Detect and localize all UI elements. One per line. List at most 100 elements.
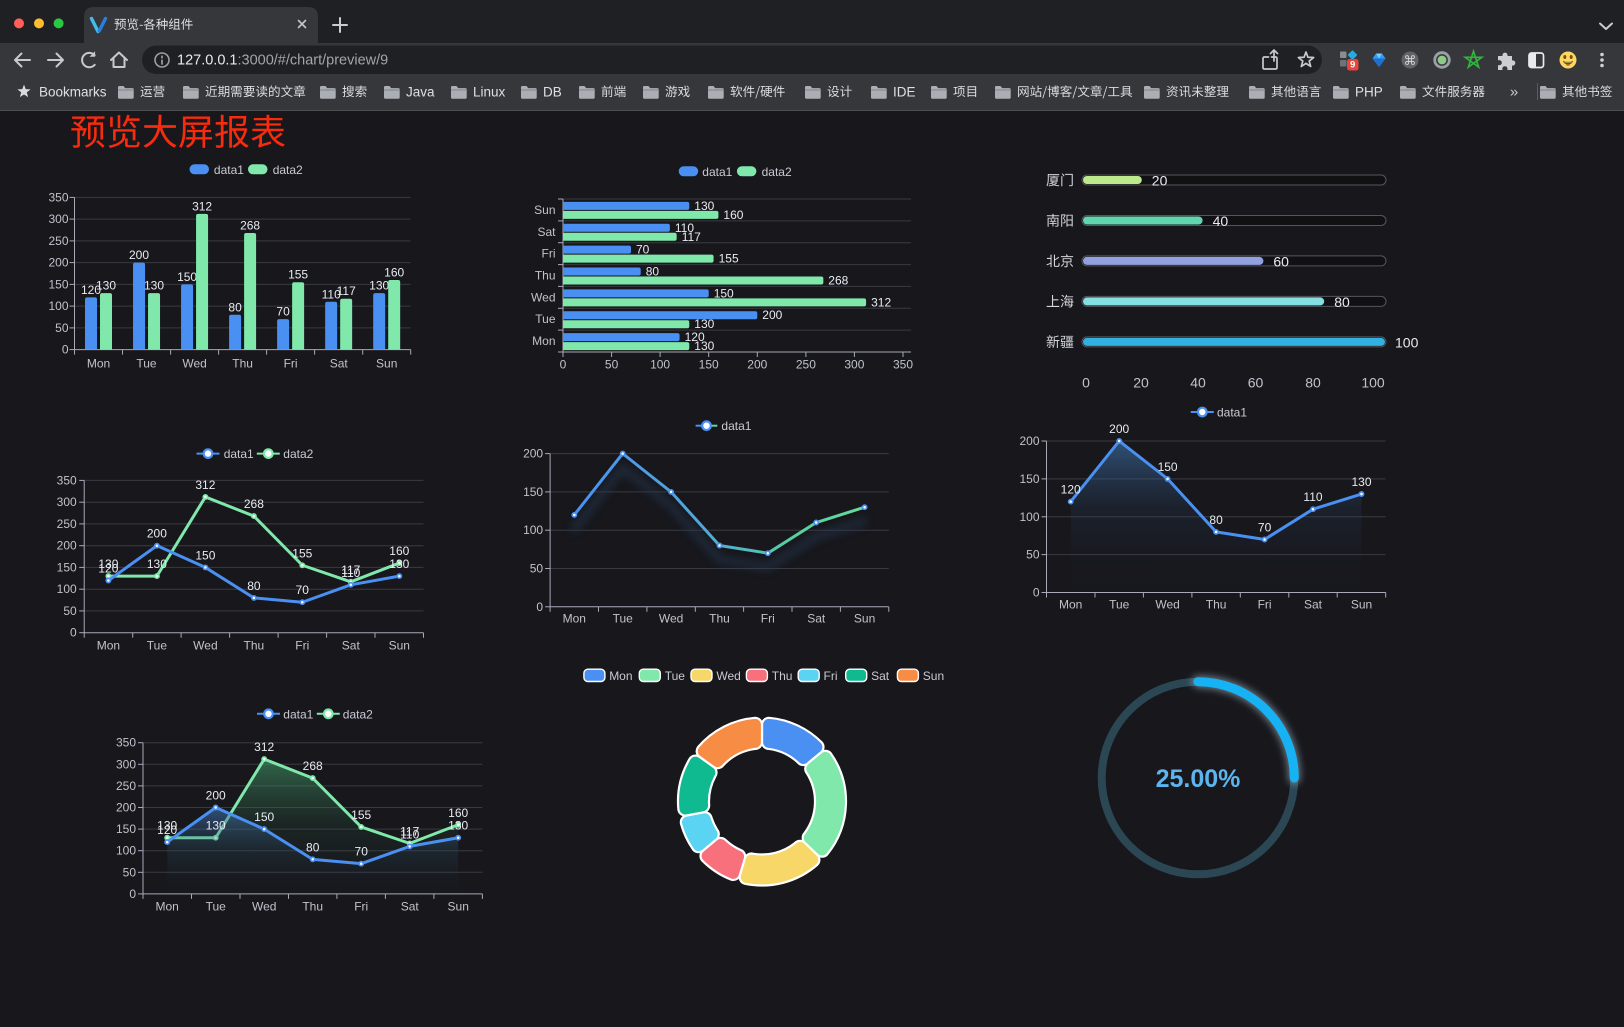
svg-text:110: 110 (400, 827, 419, 841)
svg-text:Wed: Wed (182, 357, 206, 371)
svg-text:150: 150 (254, 810, 274, 824)
svg-text:Sun: Sun (923, 669, 944, 683)
svg-text:150: 150 (714, 286, 734, 300)
svg-text:155: 155 (288, 268, 308, 282)
svg-text:20: 20 (1133, 375, 1149, 391)
svg-text:Tue: Tue (535, 312, 556, 326)
svg-text:data2: data2 (273, 163, 303, 177)
svg-text:120: 120 (1061, 483, 1081, 497)
svg-text:0: 0 (1033, 586, 1040, 600)
svg-text:155: 155 (351, 808, 371, 822)
svg-text:data1: data1 (214, 163, 244, 177)
svg-text:300: 300 (116, 757, 136, 771)
svg-text:200: 200 (1019, 434, 1039, 448)
svg-text:110: 110 (341, 566, 360, 580)
svg-text:312: 312 (871, 295, 891, 309)
svg-text:160: 160 (389, 544, 409, 558)
svg-text:50: 50 (605, 358, 619, 372)
svg-text:100: 100 (650, 358, 670, 372)
svg-text:25.00%: 25.00% (1156, 765, 1241, 793)
svg-text:Java: Java (406, 85, 435, 100)
svg-text:160: 160 (448, 806, 468, 820)
svg-text:Linux: Linux (473, 85, 506, 100)
svg-text:40: 40 (1190, 375, 1206, 391)
svg-text:155: 155 (719, 252, 739, 266)
svg-text:268: 268 (828, 274, 848, 288)
svg-text:70: 70 (636, 243, 650, 257)
svg-text:150: 150 (1158, 460, 1178, 474)
svg-text:Fri: Fri (354, 900, 368, 914)
svg-text:300: 300 (48, 212, 68, 226)
svg-text:250: 250 (57, 517, 77, 531)
svg-text:80: 80 (1334, 294, 1350, 310)
svg-text:117: 117 (400, 824, 419, 838)
svg-text:150: 150 (699, 358, 719, 372)
svg-text:120: 120 (81, 283, 101, 297)
svg-text:80: 80 (646, 265, 660, 279)
svg-text:160: 160 (384, 266, 404, 280)
svg-text:Tue: Tue (147, 638, 168, 652)
svg-text:120: 120 (98, 562, 118, 576)
svg-text:200: 200 (48, 256, 68, 270)
svg-text:70: 70 (296, 583, 310, 597)
svg-text:Fri: Fri (542, 247, 556, 261)
svg-text:200: 200 (747, 358, 767, 372)
svg-text:130: 130 (694, 199, 714, 213)
svg-text:100: 100 (1395, 334, 1419, 350)
svg-text:Sun: Sun (376, 357, 397, 371)
svg-text:Tue: Tue (665, 669, 686, 683)
svg-text:Fri: Fri (824, 669, 838, 683)
svg-text:250: 250 (796, 358, 816, 372)
svg-text:312: 312 (195, 478, 215, 492)
svg-text:40: 40 (1213, 213, 1229, 229)
svg-text:100: 100 (116, 844, 136, 858)
svg-text:200: 200 (523, 447, 543, 461)
svg-text:Sat: Sat (537, 225, 556, 239)
svg-text:Sat: Sat (330, 357, 349, 371)
svg-text:⌘: ⌘ (1404, 53, 1417, 68)
svg-text:Sun: Sun (1351, 598, 1372, 612)
svg-text:200: 200 (206, 789, 226, 803)
svg-text:130: 130 (1351, 475, 1371, 489)
svg-text:70: 70 (1258, 521, 1272, 535)
svg-text:100: 100 (1019, 510, 1039, 524)
svg-text:Tue: Tue (1109, 598, 1130, 612)
svg-text:Sun: Sun (448, 900, 469, 914)
svg-text:0: 0 (560, 358, 567, 372)
svg-text:Sun: Sun (534, 203, 555, 217)
svg-text:60: 60 (1248, 375, 1264, 391)
svg-text:312: 312 (254, 740, 274, 754)
svg-text:Sat: Sat (1304, 598, 1323, 612)
svg-text:0: 0 (536, 600, 543, 614)
svg-text:Sat: Sat (871, 669, 890, 683)
svg-text:200: 200 (762, 308, 782, 322)
svg-text:80: 80 (247, 579, 261, 593)
svg-text:Thu: Thu (535, 269, 556, 283)
svg-text:150: 150 (1019, 472, 1039, 486)
svg-text:312: 312 (192, 199, 212, 213)
svg-text:100: 100 (48, 299, 68, 313)
svg-text:268: 268 (240, 219, 260, 233)
svg-text:120: 120 (157, 823, 177, 837)
svg-text:Sat: Sat (807, 612, 826, 626)
svg-text:117: 117 (337, 284, 356, 298)
svg-text:130: 130 (369, 279, 389, 293)
svg-text:20: 20 (1152, 173, 1168, 189)
svg-text:350: 350 (48, 190, 68, 204)
svg-text:70: 70 (276, 305, 290, 319)
svg-text:60: 60 (1273, 253, 1289, 269)
svg-text:PHP: PHP (1355, 85, 1383, 100)
svg-text:Mon: Mon (563, 612, 586, 626)
svg-text:Mon: Mon (609, 669, 632, 683)
svg-text:Wed: Wed (531, 290, 555, 304)
svg-text:100: 100 (523, 523, 543, 537)
svg-text:110: 110 (675, 221, 694, 235)
svg-text:Mon: Mon (156, 900, 179, 914)
svg-text:Thu: Thu (772, 669, 793, 683)
svg-text:130: 130 (96, 279, 116, 293)
svg-text:110: 110 (1303, 490, 1322, 504)
svg-text:80: 80 (1305, 375, 1321, 391)
svg-text:Thu: Thu (709, 612, 730, 626)
svg-text:Sun: Sun (389, 638, 410, 652)
svg-text:0: 0 (70, 626, 77, 640)
